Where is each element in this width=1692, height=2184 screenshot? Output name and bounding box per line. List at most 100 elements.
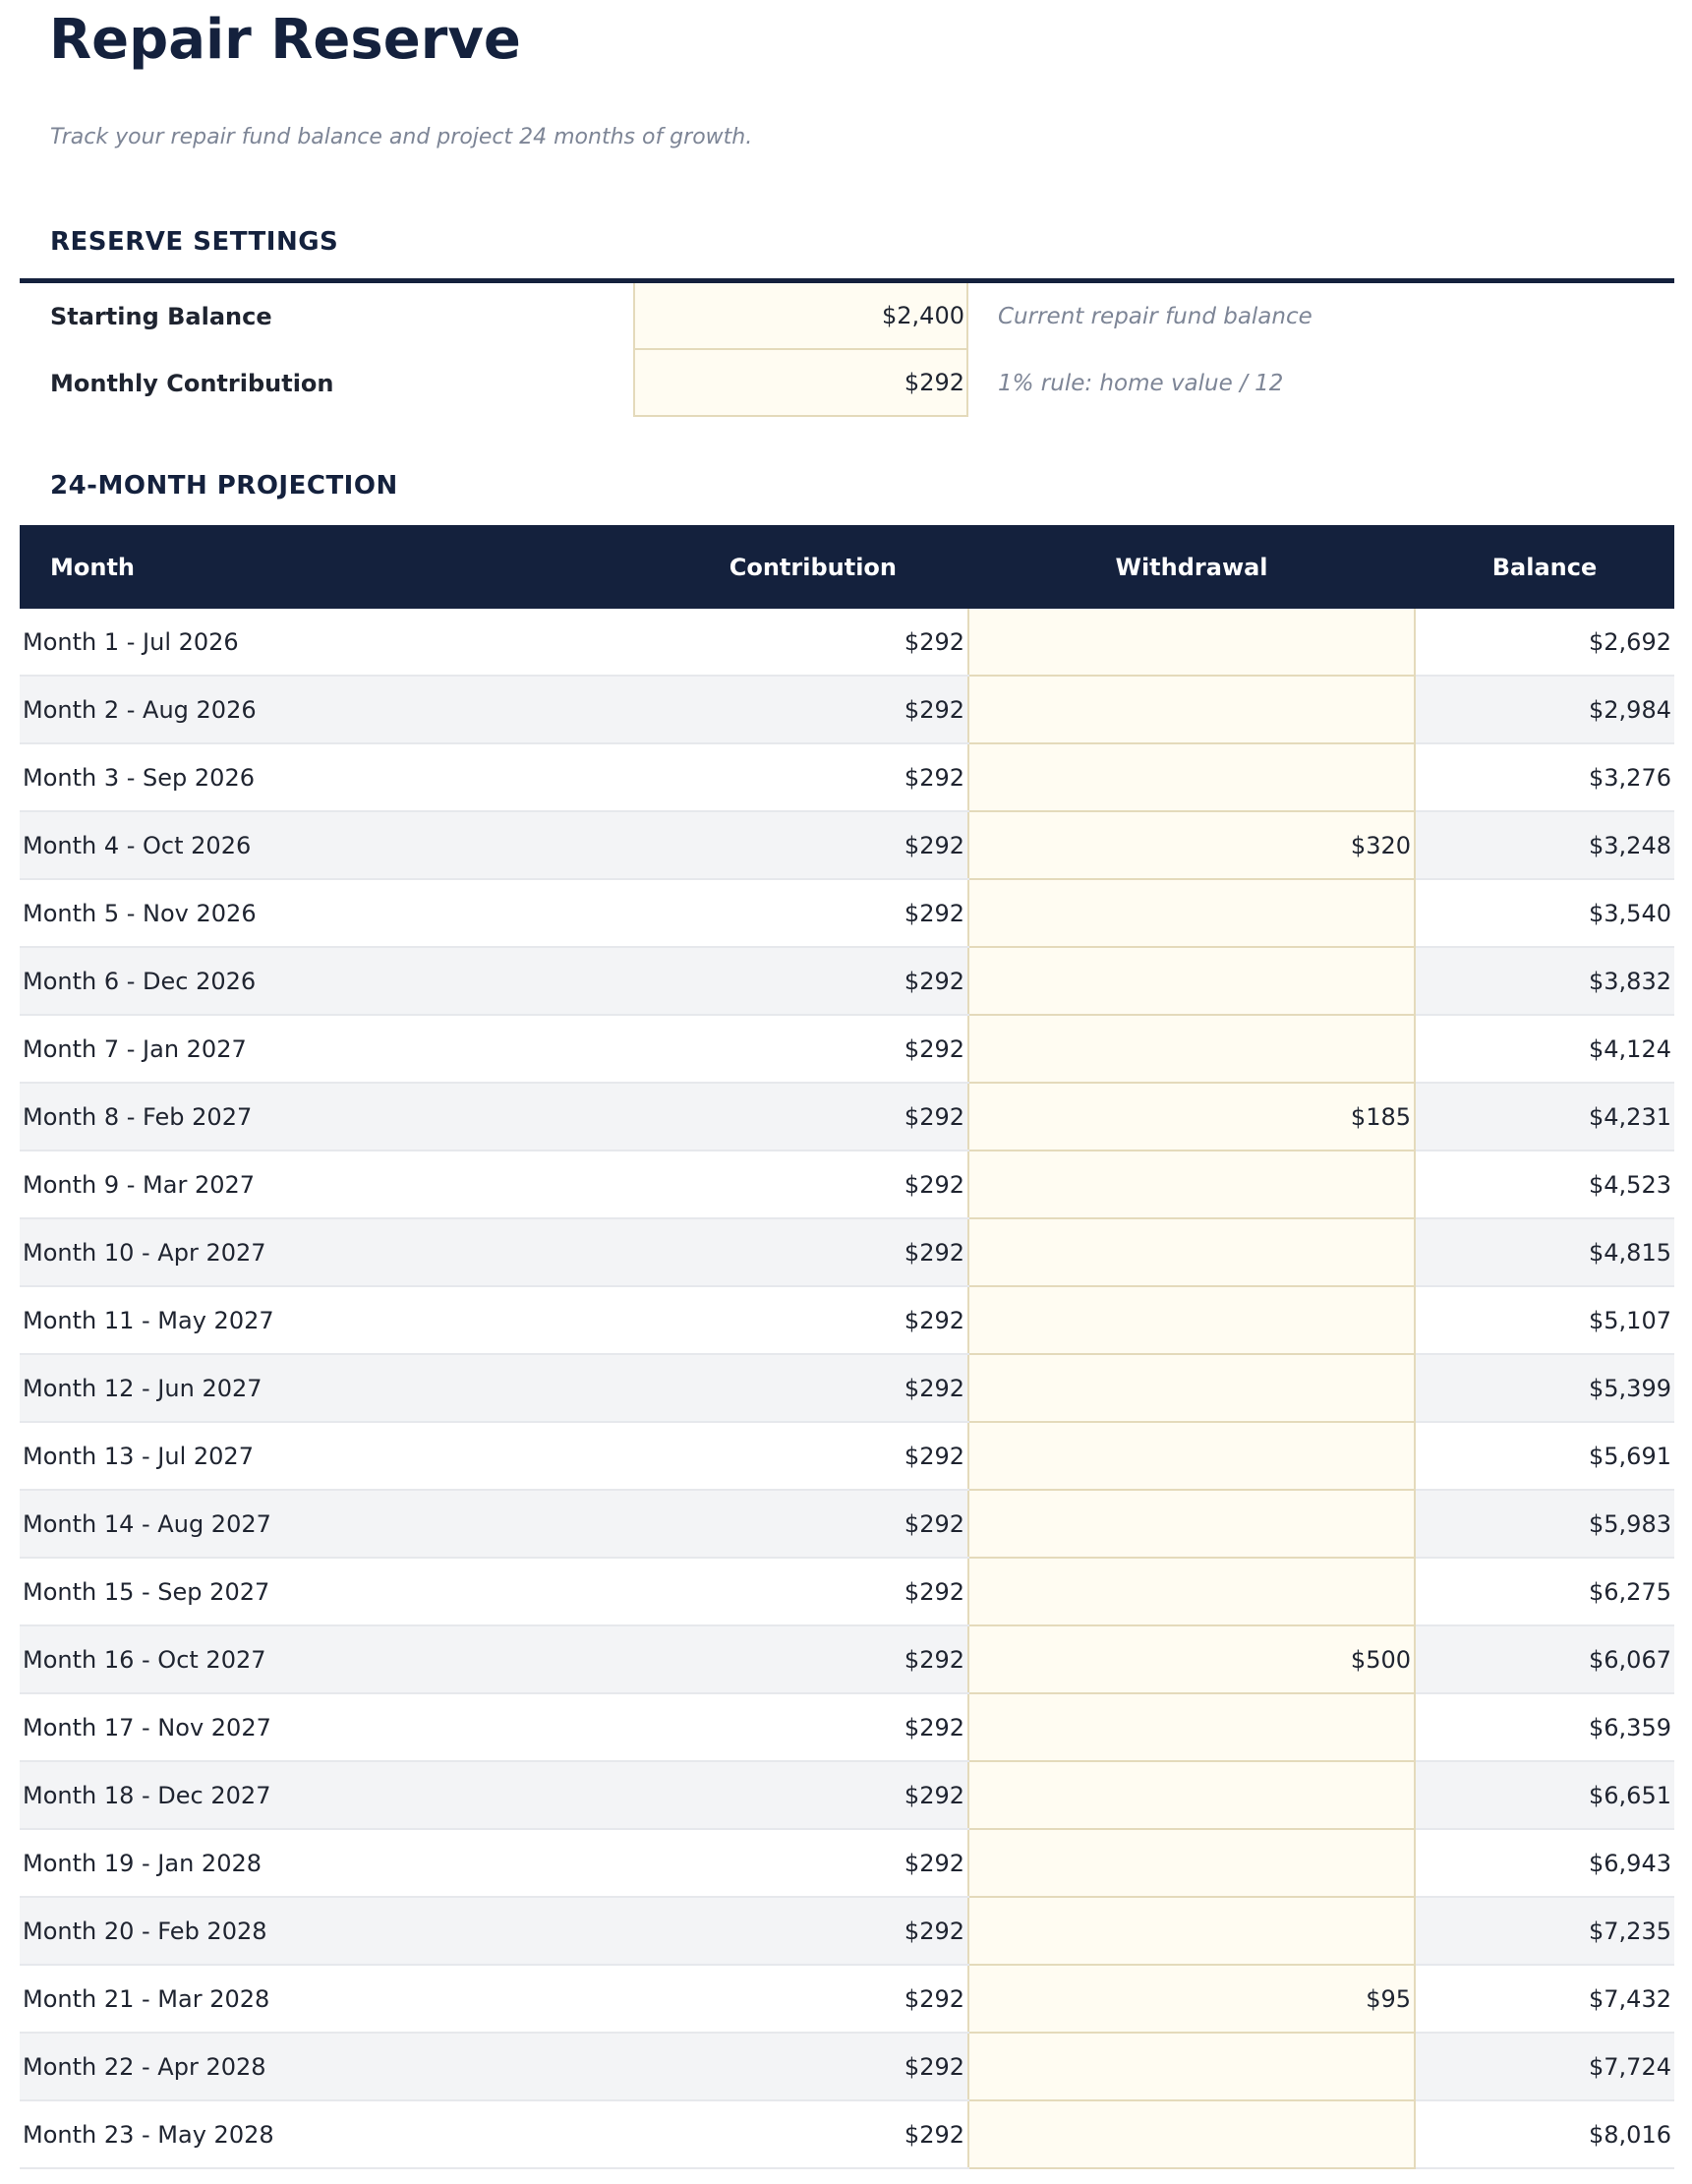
- month-cell: Month 1 - Jul 2026: [20, 609, 633, 677]
- month-cell: Month 23 - May 2028: [20, 2100, 633, 2169]
- balance-cell: $7,724: [1415, 2033, 1674, 2101]
- table-row: Month 11 - May 2027 $292 $5,107: [20, 1286, 1674, 1355]
- contribution-cell: $292: [633, 1558, 968, 1626]
- withdrawal-input[interactable]: [967, 1693, 1416, 1762]
- setting-note: 1% rule: home value / 12: [998, 371, 1284, 396]
- table-row: Month 3 - Sep 2026 $292 $3,276: [20, 743, 1674, 812]
- balance-cell: $5,107: [1415, 1286, 1674, 1355]
- balance-cell: $4,523: [1415, 1151, 1674, 1219]
- month-cell: Month 16 - Oct 2027: [20, 1625, 633, 1694]
- month-cell: Month 15 - Sep 2027: [20, 1558, 633, 1626]
- month-cell: Month 2 - Aug 2026: [20, 676, 633, 744]
- withdrawal-input[interactable]: [967, 1015, 1416, 1084]
- balance-cell: $5,691: [1415, 1422, 1674, 1491]
- month-cell: Month 22 - Apr 2028: [20, 2033, 633, 2101]
- withdrawal-input[interactable]: $320: [967, 811, 1416, 880]
- reserve-settings: Starting Balance $2,400 Current repair f…: [20, 278, 1674, 417]
- month-cell: Month 12 - Jun 2027: [20, 1354, 633, 1423]
- column-header-withdrawal: Withdrawal: [968, 525, 1415, 609]
- withdrawal-input[interactable]: $500: [967, 1625, 1416, 1694]
- table-row: Month 8 - Feb 2027 $292 $185 $4,231: [20, 1083, 1674, 1151]
- table-row: Month 2 - Aug 2026 $292 $2,984: [20, 676, 1674, 744]
- balance-cell: $3,276: [1415, 743, 1674, 812]
- balance-cell: $5,399: [1415, 1354, 1674, 1423]
- withdrawal-input[interactable]: [967, 1558, 1416, 1626]
- balance-cell: $3,832: [1415, 947, 1674, 1016]
- page-title: Repair Reserve: [49, 8, 521, 72]
- withdrawal-input[interactable]: [967, 676, 1416, 744]
- contribution-cell: $292: [633, 1422, 968, 1491]
- balance-cell: $6,067: [1415, 1625, 1674, 1694]
- month-cell: Month 8 - Feb 2027: [20, 1083, 633, 1151]
- contribution-cell: $292: [633, 2100, 968, 2169]
- table-row: Month 18 - Dec 2027 $292 $6,651: [20, 1761, 1674, 1830]
- withdrawal-input[interactable]: [967, 1761, 1416, 1830]
- contribution-cell: $292: [633, 1015, 968, 1084]
- withdrawal-input[interactable]: [967, 1490, 1416, 1559]
- contribution-cell: $292: [633, 1286, 968, 1355]
- month-cell: Month 3 - Sep 2026: [20, 743, 633, 812]
- table-row: Month 20 - Feb 2028 $292 $7,235: [20, 1897, 1674, 1966]
- withdrawal-input[interactable]: [967, 743, 1416, 812]
- month-cell: Month 21 - Mar 2028: [20, 1965, 633, 2034]
- month-cell: Month 4 - Oct 2026: [20, 811, 633, 880]
- withdrawal-input[interactable]: [967, 609, 1416, 677]
- setting-label: Monthly Contribution: [50, 370, 334, 397]
- contribution-cell: $292: [633, 1897, 968, 1966]
- withdrawal-input[interactable]: [967, 879, 1416, 948]
- monthly-contribution-input[interactable]: $292: [633, 350, 968, 417]
- table-row: Month 12 - Jun 2027 $292 $5,399: [20, 1354, 1674, 1423]
- withdrawal-input[interactable]: [967, 1897, 1416, 1966]
- contribution-cell: $292: [633, 2033, 968, 2101]
- contribution-cell: $292: [633, 879, 968, 948]
- contribution-cell: $292: [633, 1761, 968, 1830]
- page-subtitle: Track your repair fund balance and proje…: [50, 125, 753, 149]
- withdrawal-input[interactable]: [967, 1286, 1416, 1355]
- month-cell: Month 20 - Feb 2028: [20, 1897, 633, 1966]
- month-cell: Month 17 - Nov 2027: [20, 1693, 633, 1762]
- withdrawal-input[interactable]: [967, 947, 1416, 1016]
- setting-row-monthly-contribution: Monthly Contribution $292 1% rule: home …: [20, 350, 1674, 417]
- withdrawal-input[interactable]: $185: [967, 1083, 1416, 1151]
- balance-cell: $4,815: [1415, 1218, 1674, 1287]
- table-row: Month 7 - Jan 2027 $292 $4,124: [20, 1015, 1674, 1084]
- withdrawal-input[interactable]: [967, 2100, 1416, 2169]
- table-row: Month 23 - May 2028 $292 $8,016: [20, 2100, 1674, 2169]
- balance-cell: $6,359: [1415, 1693, 1674, 1762]
- balance-cell: $6,943: [1415, 1829, 1674, 1898]
- table-row: Month 22 - Apr 2028 $292 $7,724: [20, 2033, 1674, 2101]
- balance-cell: $3,540: [1415, 879, 1674, 948]
- withdrawal-input[interactable]: [967, 1422, 1416, 1491]
- balance-cell: $3,248: [1415, 811, 1674, 880]
- table-row: Month 16 - Oct 2027 $292 $500 $6,067: [20, 1625, 1674, 1694]
- reserve-settings-heading: RESERVE SETTINGS: [50, 227, 339, 257]
- table-row: Month 19 - Jan 2028 $292 $6,943: [20, 1829, 1674, 1898]
- table-row: Month 1 - Jul 2026 $292 $2,692: [20, 609, 1674, 677]
- withdrawal-input[interactable]: [967, 1218, 1416, 1287]
- contribution-cell: $292: [633, 609, 968, 677]
- balance-cell: $7,432: [1415, 1965, 1674, 2034]
- withdrawal-input[interactable]: $95: [967, 1965, 1416, 2034]
- starting-balance-input[interactable]: $2,400: [633, 283, 968, 350]
- setting-label: Starting Balance: [50, 303, 272, 330]
- withdrawal-input[interactable]: [967, 1151, 1416, 1219]
- balance-cell: $8,016: [1415, 2100, 1674, 2169]
- balance-cell: $4,231: [1415, 1083, 1674, 1151]
- column-header-balance: Balance: [1415, 525, 1674, 609]
- column-header-month: Month: [20, 525, 633, 609]
- month-cell: Month 13 - Jul 2027: [20, 1422, 633, 1491]
- contribution-cell: $292: [633, 676, 968, 744]
- contribution-cell: $292: [633, 947, 968, 1016]
- month-cell: Month 14 - Aug 2027: [20, 1490, 633, 1559]
- withdrawal-input[interactable]: [967, 1354, 1416, 1423]
- balance-cell: $6,275: [1415, 1558, 1674, 1626]
- month-cell: Month 10 - Apr 2027: [20, 1218, 633, 1287]
- table-row: Month 6 - Dec 2026 $292 $3,832: [20, 947, 1674, 1016]
- withdrawal-input[interactable]: [967, 2033, 1416, 2101]
- withdrawal-input[interactable]: [967, 1829, 1416, 1898]
- month-cell: Month 18 - Dec 2027: [20, 1761, 633, 1830]
- contribution-cell: $292: [633, 1829, 968, 1898]
- table-row: Month 10 - Apr 2027 $292 $4,815: [20, 1218, 1674, 1287]
- contribution-cell: $292: [633, 1693, 968, 1762]
- table-row: Month 21 - Mar 2028 $292 $95 $7,432: [20, 1965, 1674, 2034]
